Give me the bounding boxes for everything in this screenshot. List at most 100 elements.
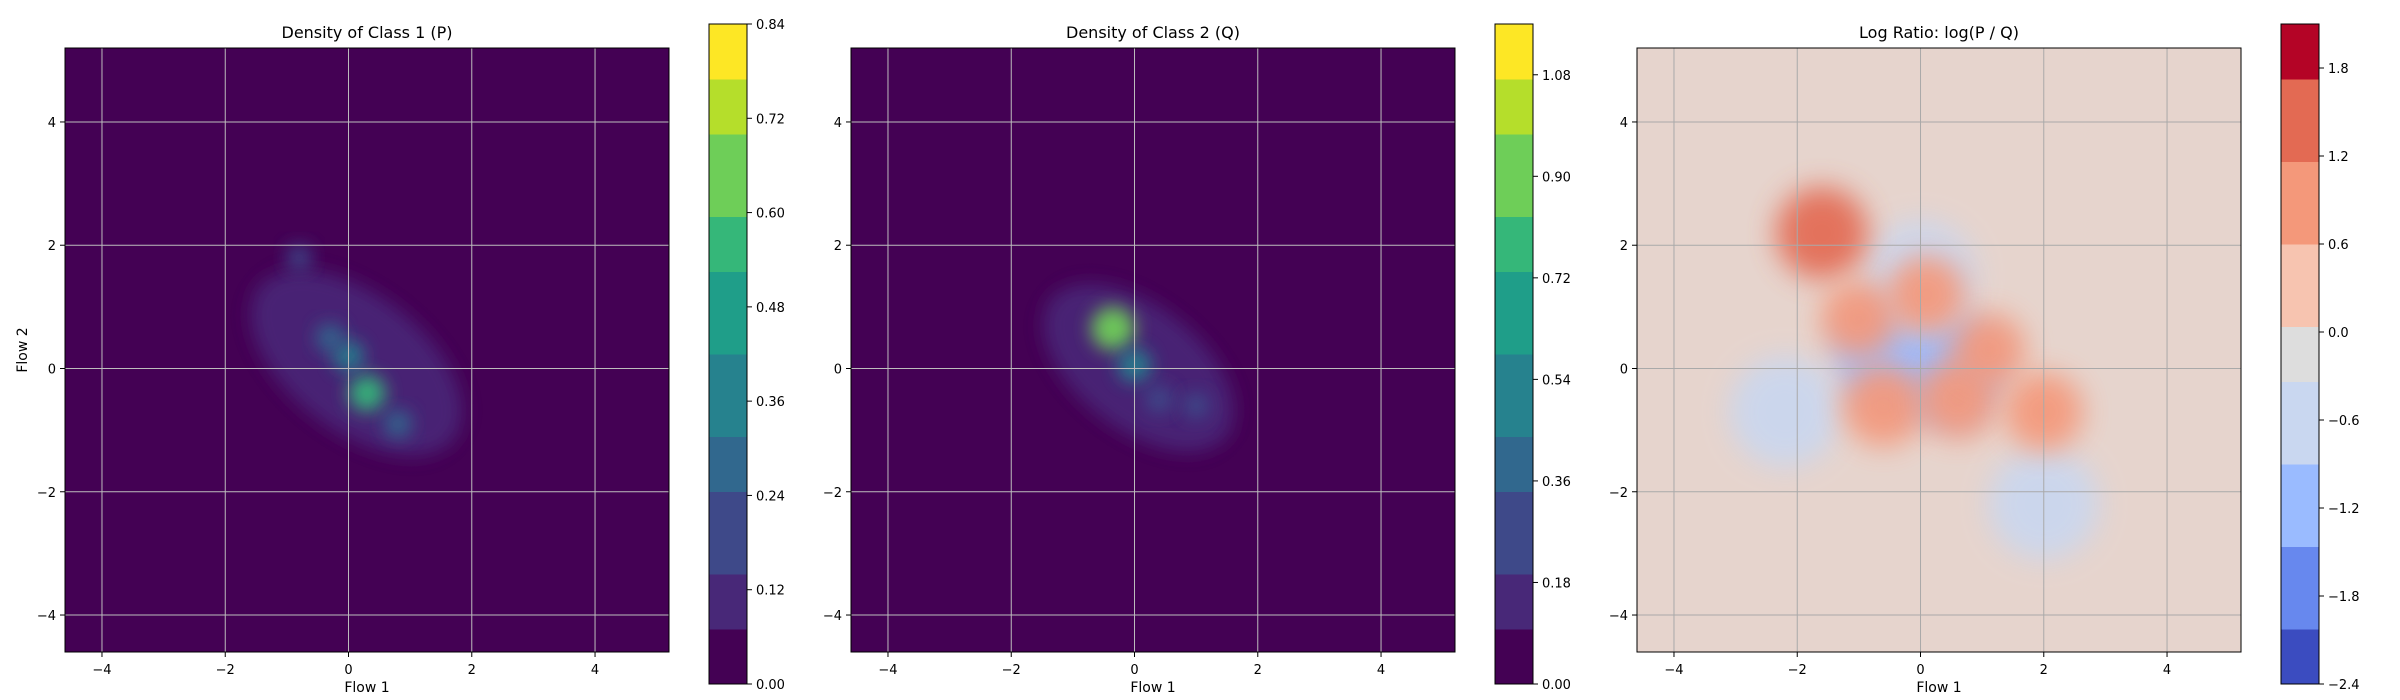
colorbar-tick-label: 1.08 [1542,69,1571,84]
colorbar-tick-label: 0.36 [756,395,785,410]
colorbar-band [709,601,747,630]
colorbar-band [709,326,747,355]
y-tick-label: 4 [48,116,56,131]
colorbar-band [709,546,747,575]
colorbar-band [709,464,747,492]
x-tick-label: 0 [1130,663,1138,678]
colorbar-band [1495,271,1533,300]
colorbar-band [1495,51,1533,80]
x-tick-label: −4 [878,663,897,678]
density-peak [1144,385,1174,414]
x-tick-label: 0 [1916,663,1924,678]
y-tick-label: −4 [823,609,842,624]
colorbar-band [2281,134,2319,162]
colorbar-band [2281,79,2319,107]
density-peak [383,409,413,439]
colorbar-band [2281,271,2319,300]
colorbar-frame [1494,23,1534,685]
positive-region [1820,281,1897,358]
x-axis-ticks: −4 −2 0 2 4 [92,652,599,678]
x-tick-label: 2 [2040,663,2048,678]
y-tick-label: 2 [1620,239,1628,254]
colorbar-band [2281,436,2319,465]
x-axis-ticks: −4 −2 0 2 4 [1664,652,2171,678]
colorbar-band [1495,574,1533,602]
colorbar-band [2281,51,2319,80]
x-tick-label: −2 [1002,663,1021,678]
colorbar-tick-label: −2.4 [2328,678,2360,693]
x-tick-label: 0 [344,663,352,678]
x-tick-label: −2 [1788,663,1807,678]
colorbar-tick-label: −1.2 [2328,502,2360,517]
colorbar-band [2281,244,2319,272]
colorbar-band [1495,601,1533,630]
colorbar-band [709,381,747,410]
colorbar-band [1495,24,1533,52]
colorbar-band [2281,464,2319,492]
colorbar-frame [708,23,748,685]
grid-lines [851,48,1455,652]
panel-class1-density: Density of Class 1 (P) −4 −2 0 2 4 −4 −2 0 2 4 F… [15,18,785,696]
colorbar-band [1495,354,1533,382]
colorbar-tick-label: 0.00 [1542,678,1571,693]
x-tick-label: 4 [2163,663,2171,678]
colorbar-band [1495,491,1533,520]
colorbar: 0.00 0.18 0.36 0.54 0.72 0.90 1.08 [1494,23,1571,693]
colorbar-band [1495,436,1533,465]
colorbar-band [1495,299,1533,327]
colorbar-band [1495,326,1533,355]
colorbar: −2.4 −1.8 −1.2 −0.6 0.0 0.6 1.2 1.8 [2280,23,2360,693]
colorbar-band [2281,106,2319,135]
colorbar-band [709,354,747,382]
x-tick-label: 4 [1377,663,1385,678]
colorbar-tick-label: 0.0 [2328,326,2349,341]
density-peak [348,374,386,412]
density-peak [315,323,345,352]
colorbar-band [2281,491,2319,520]
colorbar-band [1495,381,1533,410]
y-tick-label: 2 [834,239,842,254]
colorbar-band [709,271,747,300]
colorbar-band [2281,629,2319,657]
plot-frame [64,47,670,653]
y-tick-label: −2 [1609,486,1628,501]
colorbar-band [2281,24,2319,52]
y-tick-label: −4 [37,609,56,624]
colorbar-band [2281,546,2319,575]
colorbar-tick-label: 0.6 [2328,238,2349,253]
colorbar-band [2281,601,2319,630]
colorbar-tick-label: −1.8 [2328,590,2360,605]
colorbar-tick-label: −0.6 [2328,414,2360,429]
x-tick-label: −4 [92,663,111,678]
colorbar-band [1495,216,1533,245]
colorbar-band [2281,326,2319,355]
colorbar-band [1495,656,1533,685]
grid-lines [65,48,669,652]
colorbar-band [709,656,747,685]
grid-lines [1637,48,2241,652]
density-field [1043,284,1235,452]
y-tick-label: 0 [834,362,842,377]
colorbar-tick-label: 0.24 [756,489,785,504]
colorbar-tick-label: 0.72 [756,112,785,127]
plot-frame [1636,47,2242,653]
x-tick-label: 2 [468,663,476,678]
colorbar-band [2281,161,2319,190]
colorbar-band [709,189,747,217]
colorbar-tick-label: 0.84 [756,18,785,33]
colorbar-band [709,216,747,245]
positive-region [1842,364,1925,447]
density-field [250,244,463,456]
y-tick-label: 0 [1620,362,1628,377]
y-tick-label: −4 [1609,609,1628,624]
y-tick-label: 4 [834,116,842,131]
x-axis-ticks: −4 −2 0 2 4 [878,652,1385,678]
colorbar-band [1495,409,1533,437]
log-ratio-field [1637,48,2241,652]
colorbar-band [1495,134,1533,162]
colorbar-band [709,299,747,327]
colorbar-band [709,574,747,602]
colorbar-band [2281,409,2319,437]
colorbar: 0.00 0.12 0.24 0.36 0.48 0.60 0.72 0.84 [708,18,785,693]
